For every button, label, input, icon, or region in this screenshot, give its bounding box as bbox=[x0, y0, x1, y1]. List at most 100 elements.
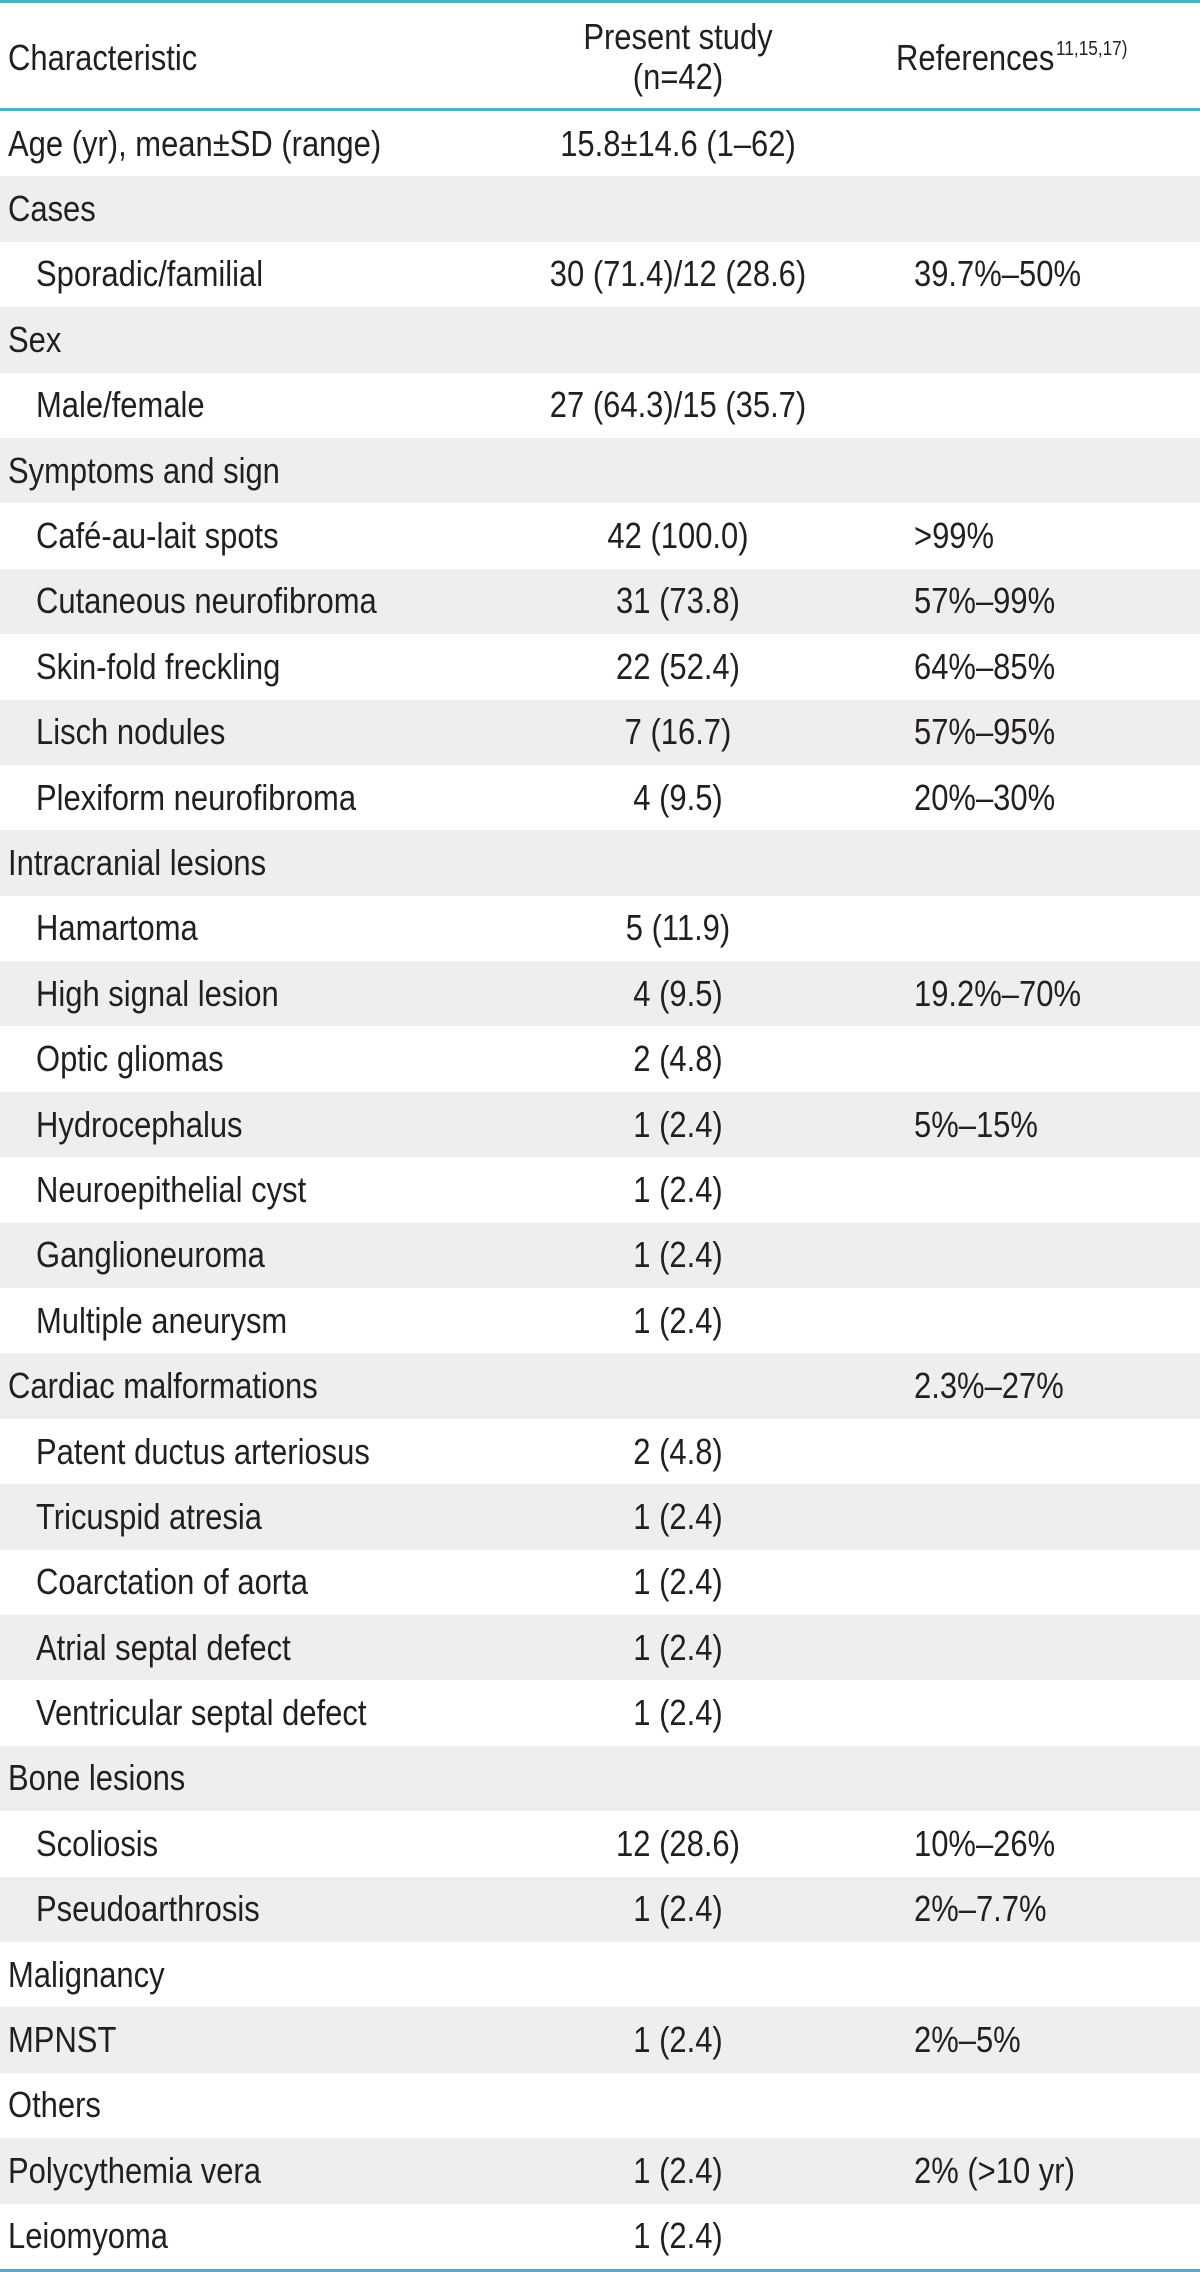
top-rule bbox=[0, 0, 1200, 3]
row-present-value: 1 (2.4) bbox=[633, 2149, 723, 2191]
row-reference-value: 57%–99% bbox=[914, 580, 1056, 622]
table-row: Others bbox=[0, 2073, 1200, 2138]
row-present-value: 27 (64.3)/15 (35.7) bbox=[549, 384, 807, 426]
row-present-value: 1 (2.4) bbox=[633, 1888, 723, 1930]
row-label: Ganglioneuroma bbox=[36, 1234, 265, 1276]
table-row: MPNST 1 (2.4) 2%–5% bbox=[0, 2007, 1200, 2073]
row-reference-value: 2% (>10 yr) bbox=[914, 2149, 1075, 2191]
header-characteristic: Characteristic bbox=[8, 37, 198, 78]
row-label: Cases bbox=[8, 188, 96, 230]
table-row: Sex bbox=[0, 307, 1200, 373]
table-row: Coarctation of aorta 1 (2.4) bbox=[0, 1550, 1200, 1615]
row-present-value: 1 (2.4) bbox=[633, 1561, 723, 1603]
row-present-value: 22 (52.4) bbox=[616, 645, 740, 687]
row-present-value: 1 (2.4) bbox=[633, 2215, 723, 2257]
table-row: Tricuspid atresia 1 (2.4) bbox=[0, 1484, 1200, 1550]
table-row: Malignancy bbox=[0, 1942, 1200, 2007]
table-row: Cases bbox=[0, 176, 1200, 242]
table-row: Symptoms and sign bbox=[0, 437, 1200, 504]
table-row: Hamartoma 5 (11.9) bbox=[0, 896, 1200, 961]
table-row: Cardiac malformations 2.3%–27% bbox=[0, 1353, 1200, 1419]
row-label: Scoliosis bbox=[36, 1822, 159, 1864]
row-present-value bbox=[497, 438, 858, 503]
header-references: References11,15,17) bbox=[896, 38, 1127, 78]
row-reference-value: 2%–5% bbox=[914, 2019, 1021, 2061]
table-row: Pseudoarthrosis 1 (2.4) 2%–7.7% bbox=[0, 1876, 1200, 1942]
row-label: Others bbox=[8, 2084, 101, 2126]
row-label: Ventricular septal defect bbox=[36, 1692, 367, 1734]
header-present-line1: Present study bbox=[583, 16, 773, 57]
table-row: Age (yr), mean±SD (range) 15.8±14.6 (1–62… bbox=[0, 111, 1200, 176]
row-label: Café-au-lait spots bbox=[36, 515, 279, 557]
row-present-value: 1 (2.4) bbox=[633, 1299, 723, 1341]
header-rule bbox=[0, 108, 1200, 111]
row-label: MPNST bbox=[8, 2019, 117, 2061]
table-row: Patent ductus arteriosus 2 (4.8) bbox=[0, 1419, 1200, 1484]
row-label: Sporadic/familial bbox=[36, 253, 264, 295]
table-row: Plexiform neurofibroma 4 (9.5) 20%–30% bbox=[0, 765, 1200, 830]
table-row: Multiple aneurysm 1 (2.4) bbox=[0, 1288, 1200, 1353]
row-present-value: 1 (2.4) bbox=[633, 1168, 723, 1210]
row-label: Neuroepithelial cyst bbox=[36, 1168, 307, 1210]
row-present-value: 2 (4.8) bbox=[633, 1038, 723, 1080]
row-present-value: 4 (9.5) bbox=[633, 776, 723, 818]
table-row: Sporadic/familial 30 (71.4)/12 (28.6) 39.7… bbox=[0, 242, 1200, 307]
row-present-value: 7 (16.7) bbox=[624, 711, 732, 753]
row-reference-value: 64%–85% bbox=[914, 645, 1056, 687]
row-present-value bbox=[497, 1942, 858, 2007]
row-label: Male/female bbox=[36, 384, 205, 426]
row-label: Coarctation of aorta bbox=[36, 1561, 308, 1603]
table-row: Cutaneous neurofibroma 31 (73.8) 57%–99% bbox=[0, 568, 1200, 635]
row-label: High signal lesion bbox=[36, 972, 279, 1014]
row-reference-value: 57%–95% bbox=[914, 711, 1056, 753]
table-row: Intracranial lesions bbox=[0, 830, 1200, 896]
table-row: Optic gliomas 2 (4.8) bbox=[0, 1026, 1200, 1091]
row-label: Tricuspid atresia bbox=[36, 1495, 262, 1537]
row-present-value: 1 (2.4) bbox=[633, 1234, 723, 1276]
row-present-value: 4 (9.5) bbox=[633, 972, 723, 1014]
table-row: Ventricular septal defect 1 (2.4) bbox=[0, 1680, 1200, 1745]
table-row: Male/female 27 (64.3)/15 (35.7) bbox=[0, 373, 1200, 438]
row-reference-value: 19.2%–70% bbox=[914, 972, 1081, 1014]
row-present-value: 1 (2.4) bbox=[633, 1626, 723, 1668]
table-row: Bone lesions bbox=[0, 1745, 1200, 1812]
row-label: Bone lesions bbox=[8, 1757, 186, 1799]
row-present-value: 1 (2.4) bbox=[633, 1103, 723, 1145]
row-label: Skin-fold freckling bbox=[36, 645, 281, 687]
row-reference-value: 20%–30% bbox=[914, 776, 1056, 818]
row-label: Leiomyoma bbox=[8, 2215, 169, 2257]
row-label: Optic gliomas bbox=[36, 1038, 224, 1080]
table-row: Scoliosis 12 (28.6) 10%–26% bbox=[0, 1811, 1200, 1876]
table-row: Skin-fold freckling 22 (52.4) 64%–85% bbox=[0, 634, 1200, 699]
row-reference-value: >99% bbox=[914, 515, 995, 557]
row-present-value: 2 (4.8) bbox=[633, 1430, 723, 1472]
row-label: Hydrocephalus bbox=[36, 1103, 243, 1145]
row-present-value: 1 (2.4) bbox=[633, 2019, 723, 2061]
row-label: Cardiac malformations bbox=[8, 1365, 318, 1407]
row-reference-value: 2%–7.7% bbox=[914, 1888, 1047, 1930]
table-row: Polycythemia vera 1 (2.4) 2% (>10 yr) bbox=[0, 2138, 1200, 2204]
row-label: Lisch nodules bbox=[36, 711, 226, 753]
row-present-value: 12 (28.6) bbox=[616, 1822, 740, 1864]
row-label: Symptoms and sign bbox=[8, 449, 280, 491]
table-row: Neuroepithelial cyst 1 (2.4) bbox=[0, 1157, 1200, 1222]
row-reference-value: 10%–26% bbox=[914, 1822, 1056, 1864]
row-label: Malignancy bbox=[8, 1953, 165, 1995]
row-label: Patent ductus arteriosus bbox=[36, 1430, 370, 1472]
row-present-value bbox=[497, 830, 858, 895]
table-body: Age (yr), mean±SD (range) 15.8±14.6 (1–62… bbox=[0, 111, 1200, 2269]
row-label: Multiple aneurysm bbox=[36, 1299, 288, 1341]
row-present-value bbox=[497, 1353, 858, 1418]
row-present-value: 30 (71.4)/12 (28.6) bbox=[549, 253, 807, 295]
row-reference-value: 5%–15% bbox=[914, 1103, 1038, 1145]
row-label: Sex bbox=[8, 318, 62, 360]
row-present-value bbox=[497, 2073, 858, 2138]
header-present-study: Present study (n=42) bbox=[497, 17, 858, 96]
table-header: Characteristic Present study (n=42) Refe… bbox=[0, 3, 1200, 108]
row-present-value: 1 (2.4) bbox=[633, 1692, 723, 1734]
row-label: Pseudoarthrosis bbox=[36, 1888, 260, 1930]
row-label: Plexiform neurofibroma bbox=[36, 776, 357, 818]
table-row: Café-au-lait spots 42 (100.0) >99% bbox=[0, 503, 1200, 568]
table-row: Hydrocephalus 1 (2.4) 5%–15% bbox=[0, 1091, 1200, 1158]
